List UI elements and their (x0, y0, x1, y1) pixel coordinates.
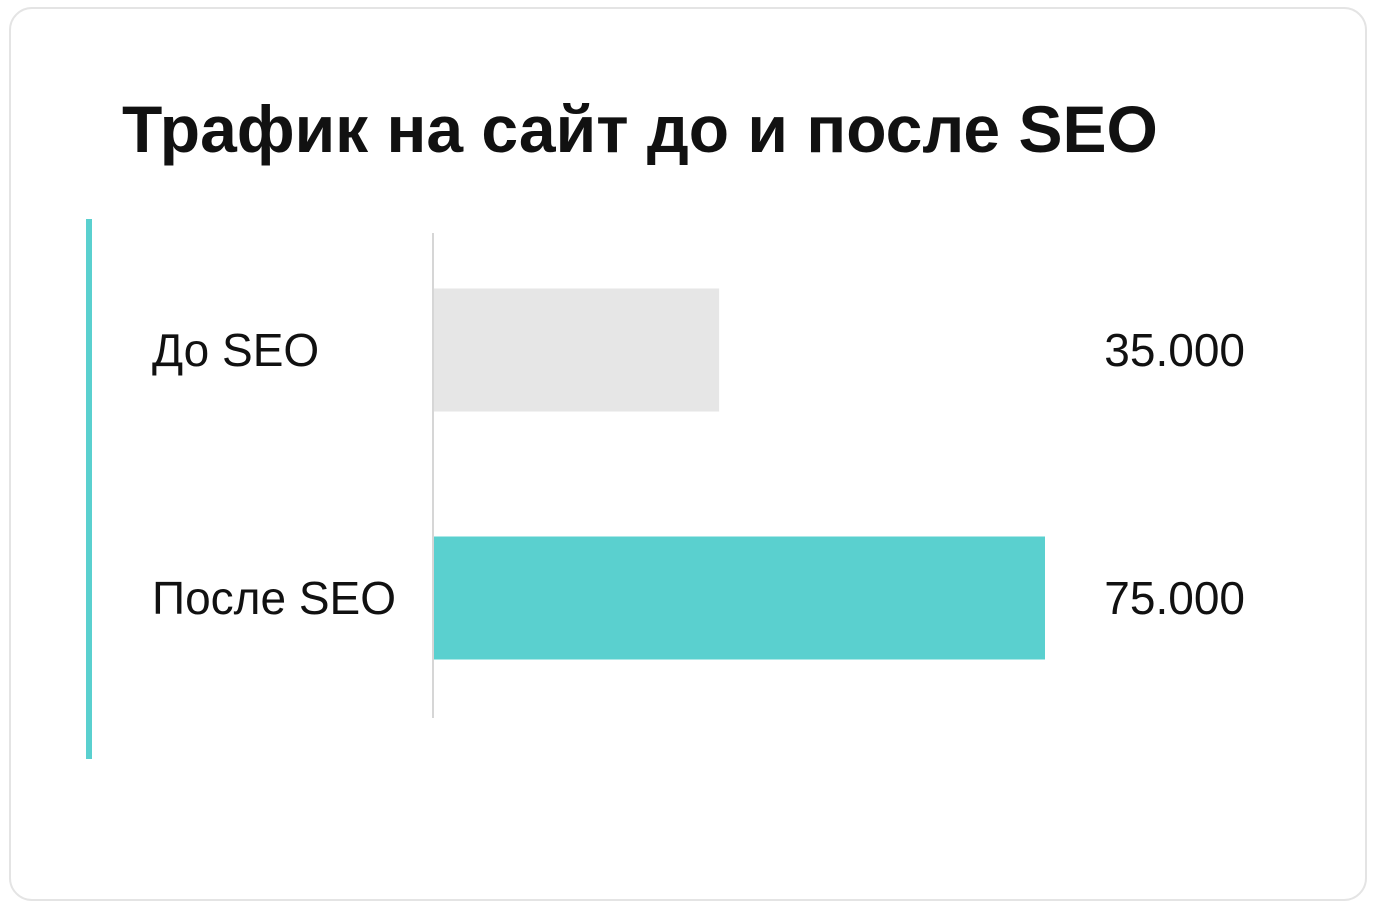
category-label: После SEO (152, 572, 396, 624)
bar (434, 536, 1045, 660)
category-label: До SEO (152, 324, 319, 376)
accent-line (86, 219, 92, 759)
card (9, 7, 1367, 901)
chart-title: Трафик на сайт до и после SEO (122, 92, 1158, 166)
value-label: 35.000 (1104, 324, 1245, 376)
value-label: 75.000 (1104, 572, 1245, 624)
bar (434, 288, 720, 412)
